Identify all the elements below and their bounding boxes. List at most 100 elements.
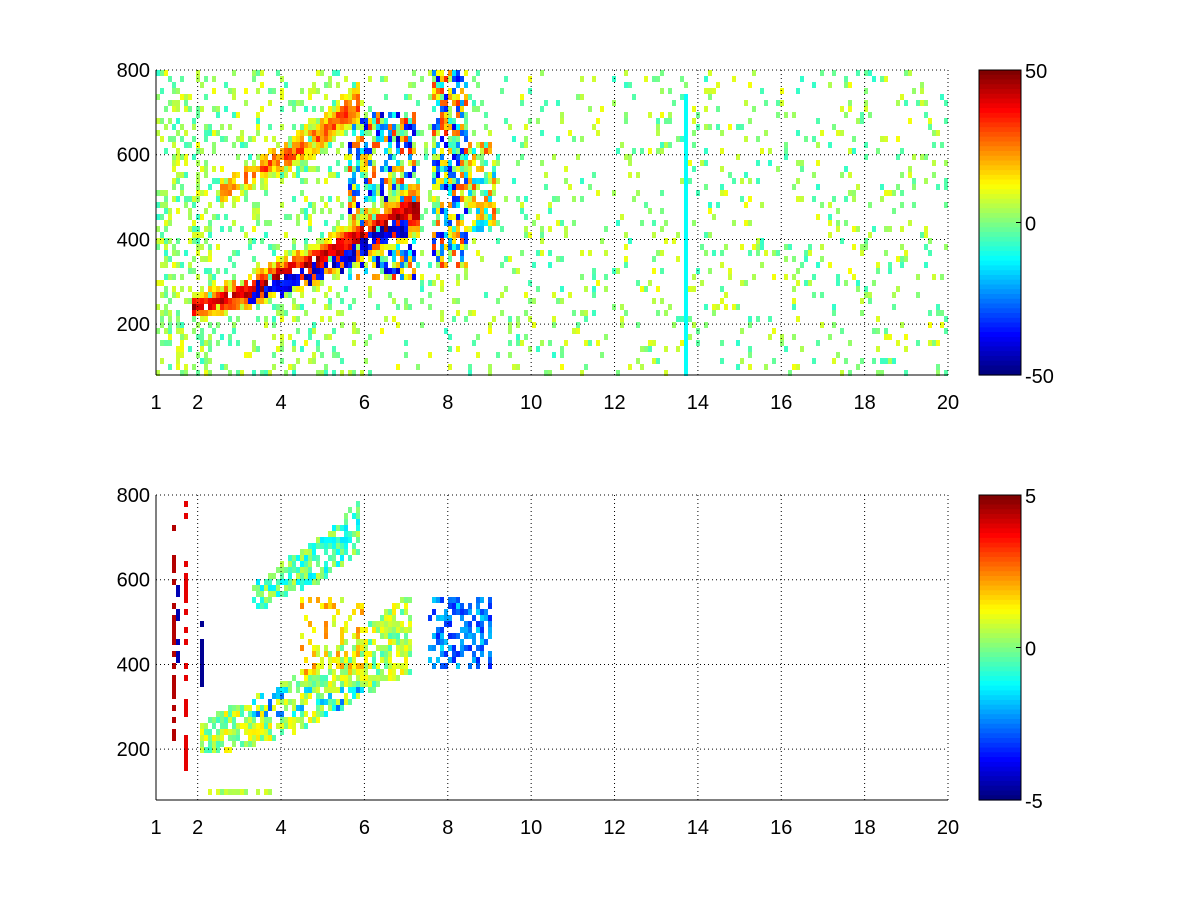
heatmap-cell: [376, 184, 380, 190]
heatmap-cell: [344, 681, 348, 687]
heatmap-cell: [216, 729, 220, 735]
heatmap-cell: [220, 741, 224, 747]
heatmap-cell: [896, 286, 900, 292]
heatmap-cell: [268, 591, 272, 597]
heatmap-cell: [460, 100, 464, 106]
heatmap-cell: [280, 711, 284, 717]
heatmap-cell: [496, 208, 500, 214]
heatmap-cell: [464, 645, 468, 651]
heatmap-cell: [316, 178, 320, 184]
heatmap-cell: [944, 184, 948, 190]
y-tick-label: 200: [117, 314, 150, 336]
x-tick-label: 16: [770, 817, 792, 839]
heatmap-cell: [340, 669, 344, 675]
colorbar-swatch: [979, 757, 1021, 763]
heatmap-cell: [284, 370, 288, 376]
heatmap-cell: [204, 352, 208, 358]
heatmap-cell: [232, 250, 236, 256]
heatmap-cell: [172, 244, 176, 250]
heatmap-cell: [204, 226, 208, 232]
heatmap-cell: [376, 645, 380, 651]
colorbar-swatch: [979, 623, 1021, 630]
heatmap-cell: [220, 196, 224, 202]
heatmap-cell: [388, 609, 392, 615]
heatmap-cell: [168, 310, 172, 316]
heatmap-cell: [252, 585, 256, 591]
colorbar-swatch: [979, 289, 1021, 295]
heatmap-cell: [316, 244, 320, 250]
heatmap-cell: [280, 76, 284, 82]
heatmap-cell: [704, 184, 708, 190]
heatmap-cell: [260, 591, 264, 597]
heatmap-cell: [296, 100, 300, 106]
heatmap-cell: [796, 316, 800, 322]
heatmap-cell: [328, 567, 332, 573]
heatmap-cell: [240, 741, 244, 747]
heatmap-cell: [832, 196, 836, 202]
heatmap-cell: [320, 693, 324, 699]
heatmap-cell: [712, 250, 716, 256]
heatmap-cell: [368, 124, 372, 130]
heatmap-cell: [288, 723, 292, 729]
heatmap-cell: [464, 148, 468, 154]
heatmap-cell: [388, 142, 392, 148]
x-tick-label: 8: [442, 817, 453, 839]
heatmap-cell: [284, 214, 288, 220]
heatmap-cell: [436, 250, 440, 256]
heatmap-cell: [856, 226, 860, 232]
heatmap-cell: [412, 142, 416, 148]
heatmap-cell: [656, 118, 660, 124]
heatmap-cell: [336, 705, 340, 711]
heatmap-cell: [544, 100, 548, 106]
heatmap-cell: [396, 166, 400, 172]
heatmap-cell: [452, 214, 456, 220]
heatmap-cell: [168, 274, 172, 280]
heatmap-cell: [224, 717, 228, 723]
heatmap-cell: [552, 196, 556, 202]
heatmap-cell: [208, 310, 212, 316]
heatmap-cell: [736, 124, 740, 130]
heatmap-cell: [348, 669, 352, 675]
heatmap-cell: [164, 148, 168, 154]
heatmap-cell: [840, 328, 844, 334]
heatmap-cell: [388, 633, 392, 639]
heatmap-cell: [328, 334, 332, 340]
heatmap-cell: [308, 639, 312, 645]
heatmap-cell: [404, 94, 408, 100]
heatmap-cell: [472, 226, 476, 232]
heatmap-cell: [480, 633, 484, 639]
heatmap-cell: [200, 214, 204, 220]
heatmap-cell: [172, 651, 176, 657]
heatmap-cell: [328, 693, 332, 699]
heatmap-cell: [188, 286, 192, 292]
heatmap-cell: [392, 298, 396, 304]
heatmap-cell: [724, 244, 728, 250]
heatmap-cell: [176, 178, 180, 184]
heatmap-cell: [296, 358, 300, 364]
heatmap-cell: [432, 136, 436, 142]
heatmap-cell: [340, 370, 344, 376]
heatmap-cell: [876, 370, 880, 376]
heatmap-cell: [912, 202, 916, 208]
heatmap-cell: [308, 88, 312, 94]
heatmap-cell: [204, 238, 208, 244]
heatmap-cell: [268, 723, 272, 729]
heatmap-cell: [684, 178, 688, 184]
heatmap-cell: [324, 645, 328, 651]
heatmap-cell: [348, 262, 352, 268]
heatmap-cell: [880, 76, 884, 82]
colorbar-swatch: [979, 552, 1021, 558]
heatmap-cell: [180, 346, 184, 352]
heatmap-cell: [304, 687, 308, 693]
heatmap-cell: [352, 112, 356, 118]
heatmap-cell: [336, 537, 340, 543]
heatmap-cell: [316, 166, 320, 172]
heatmap-cell: [388, 112, 392, 118]
heatmap-cell: [472, 615, 476, 621]
heatmap-cell: [396, 322, 400, 328]
heatmap-cell: [860, 310, 864, 316]
heatmap-cell: [208, 334, 212, 340]
heatmap-cell: [228, 286, 232, 292]
heatmap-cell: [472, 220, 476, 226]
heatmap-cell: [208, 346, 212, 352]
